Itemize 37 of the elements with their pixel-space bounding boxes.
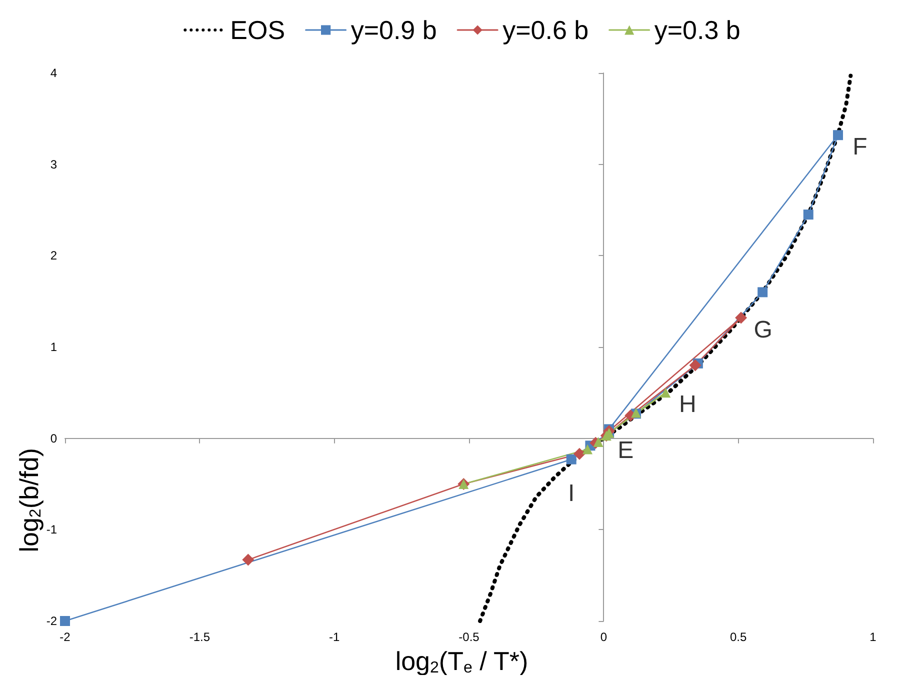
y-tick-label: -2 [46,614,58,628]
x-tick-label: -0.5 [458,630,480,644]
legend-label: EOS [230,15,286,45]
point [689,359,702,372]
annotation: F [852,134,868,161]
y-axis-title: log2(b/fd) [14,448,44,552]
x-tick-label: 0 [600,630,608,644]
annotation: I [568,480,575,507]
legend-label: y=0.3 b [654,15,740,45]
point [593,436,604,447]
point [735,312,748,324]
y-tick-label: 0 [50,431,58,446]
y-tick-label: 1 [50,340,58,354]
annotation: H [678,391,696,418]
point [566,454,576,464]
x-tick-label: 1 [870,630,877,644]
point [832,130,843,140]
point [573,448,586,460]
point [660,388,671,398]
x-tick-label: -2 [60,630,71,644]
y-tick-label: 2 [50,248,58,263]
point [60,616,70,626]
y-tick-label: 4 [50,66,58,80]
x-tick-label: 0.5 [730,630,747,644]
x-tick-label: -1.5 [189,630,210,644]
annotation: E [618,436,634,464]
y-tick-label: -1 [46,522,58,537]
x-tick-label: -1 [328,630,340,644]
point [242,554,254,566]
point [582,444,593,454]
point [803,210,814,220]
line-series [478,74,853,623]
annotation: G [754,316,772,344]
y-tick-label: 3 [50,157,58,172]
legend-label: y=0.6 b [502,15,589,45]
point [758,287,768,298]
legend-label: y=0.9 b [350,15,437,45]
